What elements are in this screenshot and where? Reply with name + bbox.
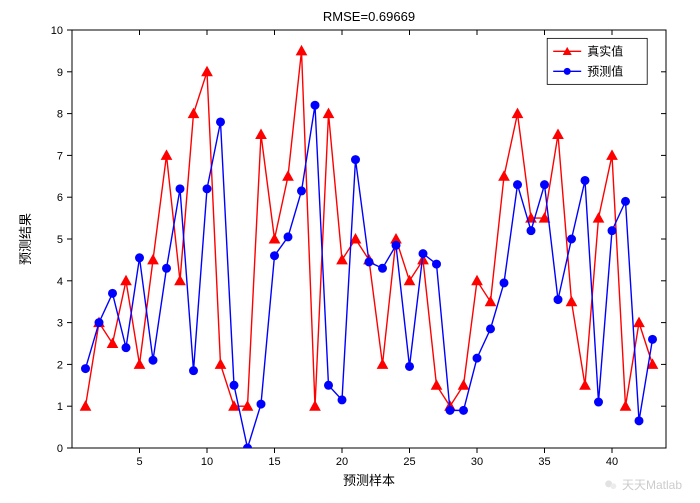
svg-text:35: 35 — [538, 456, 550, 468]
svg-text:预测值: 预测值 — [587, 63, 623, 78]
svg-text:4: 4 — [57, 276, 63, 288]
svg-text:0: 0 — [57, 443, 63, 455]
svg-text:9: 9 — [57, 67, 63, 79]
svg-text:3: 3 — [57, 318, 63, 330]
wechat-icon — [604, 478, 618, 492]
svg-text:15: 15 — [268, 456, 280, 468]
watermark: 天天Matlab — [604, 476, 682, 493]
svg-text:6: 6 — [57, 192, 63, 204]
svg-text:预测结果: 预测结果 — [18, 213, 33, 265]
prediction-chart: 5 10 15 20 25 30 35 40 0 1 2 3 4 5 6 7 8 9 10 RMSE=0.69669 预… — [0, 0, 700, 503]
svg-text:7: 7 — [57, 150, 63, 162]
svg-text:预测样本: 预测样本 — [343, 473, 395, 488]
svg-text:RMSE=0.69669: RMSE=0.69669 — [323, 9, 415, 24]
svg-text:20: 20 — [336, 456, 348, 468]
svg-text:25: 25 — [403, 456, 415, 468]
svg-text:5: 5 — [57, 234, 63, 246]
svg-text:10: 10 — [51, 25, 63, 37]
svg-text:2: 2 — [57, 359, 63, 371]
watermark-text: 天天Matlab — [622, 476, 682, 493]
svg-text:5: 5 — [136, 456, 142, 468]
svg-text:10: 10 — [201, 456, 213, 468]
svg-text:真实值: 真实值 — [587, 43, 623, 58]
svg-text:40: 40 — [606, 456, 618, 468]
svg-text:30: 30 — [471, 456, 483, 468]
svg-text:1: 1 — [57, 401, 63, 413]
svg-text:8: 8 — [57, 109, 63, 121]
